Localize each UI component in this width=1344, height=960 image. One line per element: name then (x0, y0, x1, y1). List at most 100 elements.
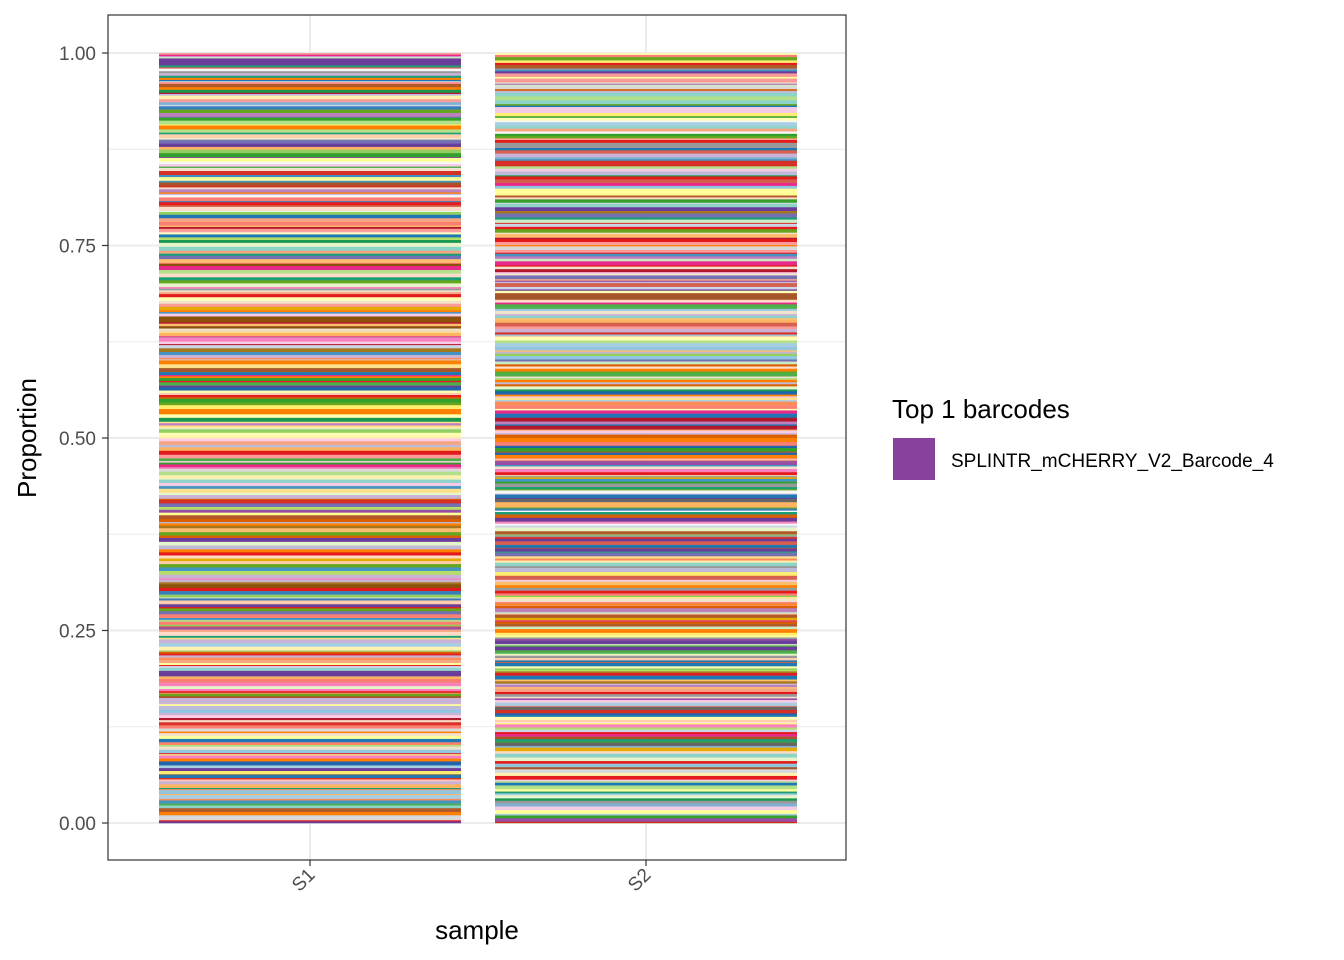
bar-segment (495, 572, 797, 577)
bar-segment (495, 319, 797, 323)
bar-segment (495, 401, 797, 406)
bar-segment (159, 161, 461, 165)
bar-segment (159, 297, 461, 302)
bar-segment (159, 598, 461, 601)
bar-segment (159, 117, 461, 121)
bar-segment (159, 815, 461, 817)
bar-segment (159, 662, 461, 666)
bar-segment (495, 541, 797, 546)
bar-segment (495, 502, 797, 505)
bar-segment (159, 574, 461, 579)
bar-segment (495, 171, 797, 176)
bar-segment (159, 820, 461, 822)
bar-segment (495, 364, 797, 367)
bar-segment (159, 728, 461, 732)
bar-segment (495, 460, 797, 462)
bar-segment (495, 179, 797, 184)
bar-segment (495, 451, 797, 453)
bar-segment (159, 541, 461, 546)
bar-segment (495, 706, 797, 711)
bar-segment (159, 75, 461, 79)
bar-segment (495, 587, 797, 591)
bar-segment (495, 800, 797, 804)
bar-segment (159, 512, 461, 516)
bar-segment (159, 561, 461, 565)
bar-segment (159, 686, 461, 690)
bar-segment (495, 537, 797, 540)
bar-segment (495, 207, 797, 212)
bar-segment (495, 335, 797, 338)
bar-segment (159, 331, 461, 334)
bar-segment (159, 454, 461, 459)
bar-segment (495, 166, 797, 170)
bar-segment (159, 167, 461, 172)
bar-segment (495, 148, 797, 151)
bar-segment (159, 210, 461, 213)
bar-segment (159, 68, 461, 72)
bar-segment (495, 803, 797, 807)
bar-segment (159, 263, 461, 267)
bar-segment (159, 195, 461, 198)
bar-segment (159, 558, 461, 562)
bar-segment (495, 304, 797, 308)
bar-segment (159, 328, 461, 332)
bar-segment (159, 79, 461, 82)
bar-segment (159, 71, 461, 74)
bar-segment (495, 350, 797, 352)
bar-segment (159, 232, 461, 235)
bar-segment (159, 444, 461, 448)
bar-segment (159, 344, 461, 346)
bar-segment (495, 150, 797, 154)
bar-segment (495, 397, 797, 401)
bar-segment (495, 126, 797, 129)
bar-segment (159, 812, 461, 816)
bar-segment (159, 312, 461, 314)
bar-segment (495, 318, 797, 321)
bar-segment (495, 779, 797, 782)
bar-segment (495, 183, 797, 187)
bar-segment (159, 250, 461, 254)
bar-segment (159, 567, 461, 572)
bar-segment (159, 187, 461, 190)
bar-segment (495, 405, 797, 410)
bar-segment (495, 245, 797, 247)
bar-segment (159, 486, 461, 490)
y-tick-label: 1.00 (59, 44, 96, 65)
bar-segment (495, 64, 797, 69)
bar-segment (159, 660, 461, 664)
bar-segment (159, 790, 461, 795)
bar-segment (159, 688, 461, 692)
bar-segment (159, 225, 461, 228)
bar-segment (159, 522, 461, 524)
bar-segment (159, 303, 461, 308)
legend-title: Top 1 barcodes (892, 394, 1070, 424)
bar-segment (495, 343, 797, 348)
bar-segment (159, 288, 461, 291)
bar-segment (495, 538, 797, 542)
bar-segment (159, 646, 461, 651)
bar-segment (159, 808, 461, 813)
bar-segment (495, 705, 797, 707)
bar-segment (159, 672, 461, 677)
bar-segment (159, 411, 461, 415)
bar-segment (159, 692, 461, 694)
bar-segment (495, 683, 797, 686)
bar-segment (159, 624, 461, 627)
bar-segment (495, 821, 797, 824)
bar-segment (495, 653, 797, 656)
bar-segment (495, 242, 797, 246)
bar-segment (159, 351, 461, 356)
bar-segment (495, 283, 797, 288)
bar-segment (495, 211, 797, 214)
bar-segment (495, 226, 797, 230)
bar-segment (159, 390, 461, 394)
bar-segment (495, 579, 797, 582)
bar-segment (495, 668, 797, 671)
bar-segment (495, 547, 797, 549)
bar-segment (159, 643, 461, 648)
bar-segment (159, 359, 461, 361)
bar-segment (159, 651, 461, 654)
bar-segment (495, 408, 797, 411)
bar-segment (495, 84, 797, 87)
bar-segment (495, 410, 797, 414)
